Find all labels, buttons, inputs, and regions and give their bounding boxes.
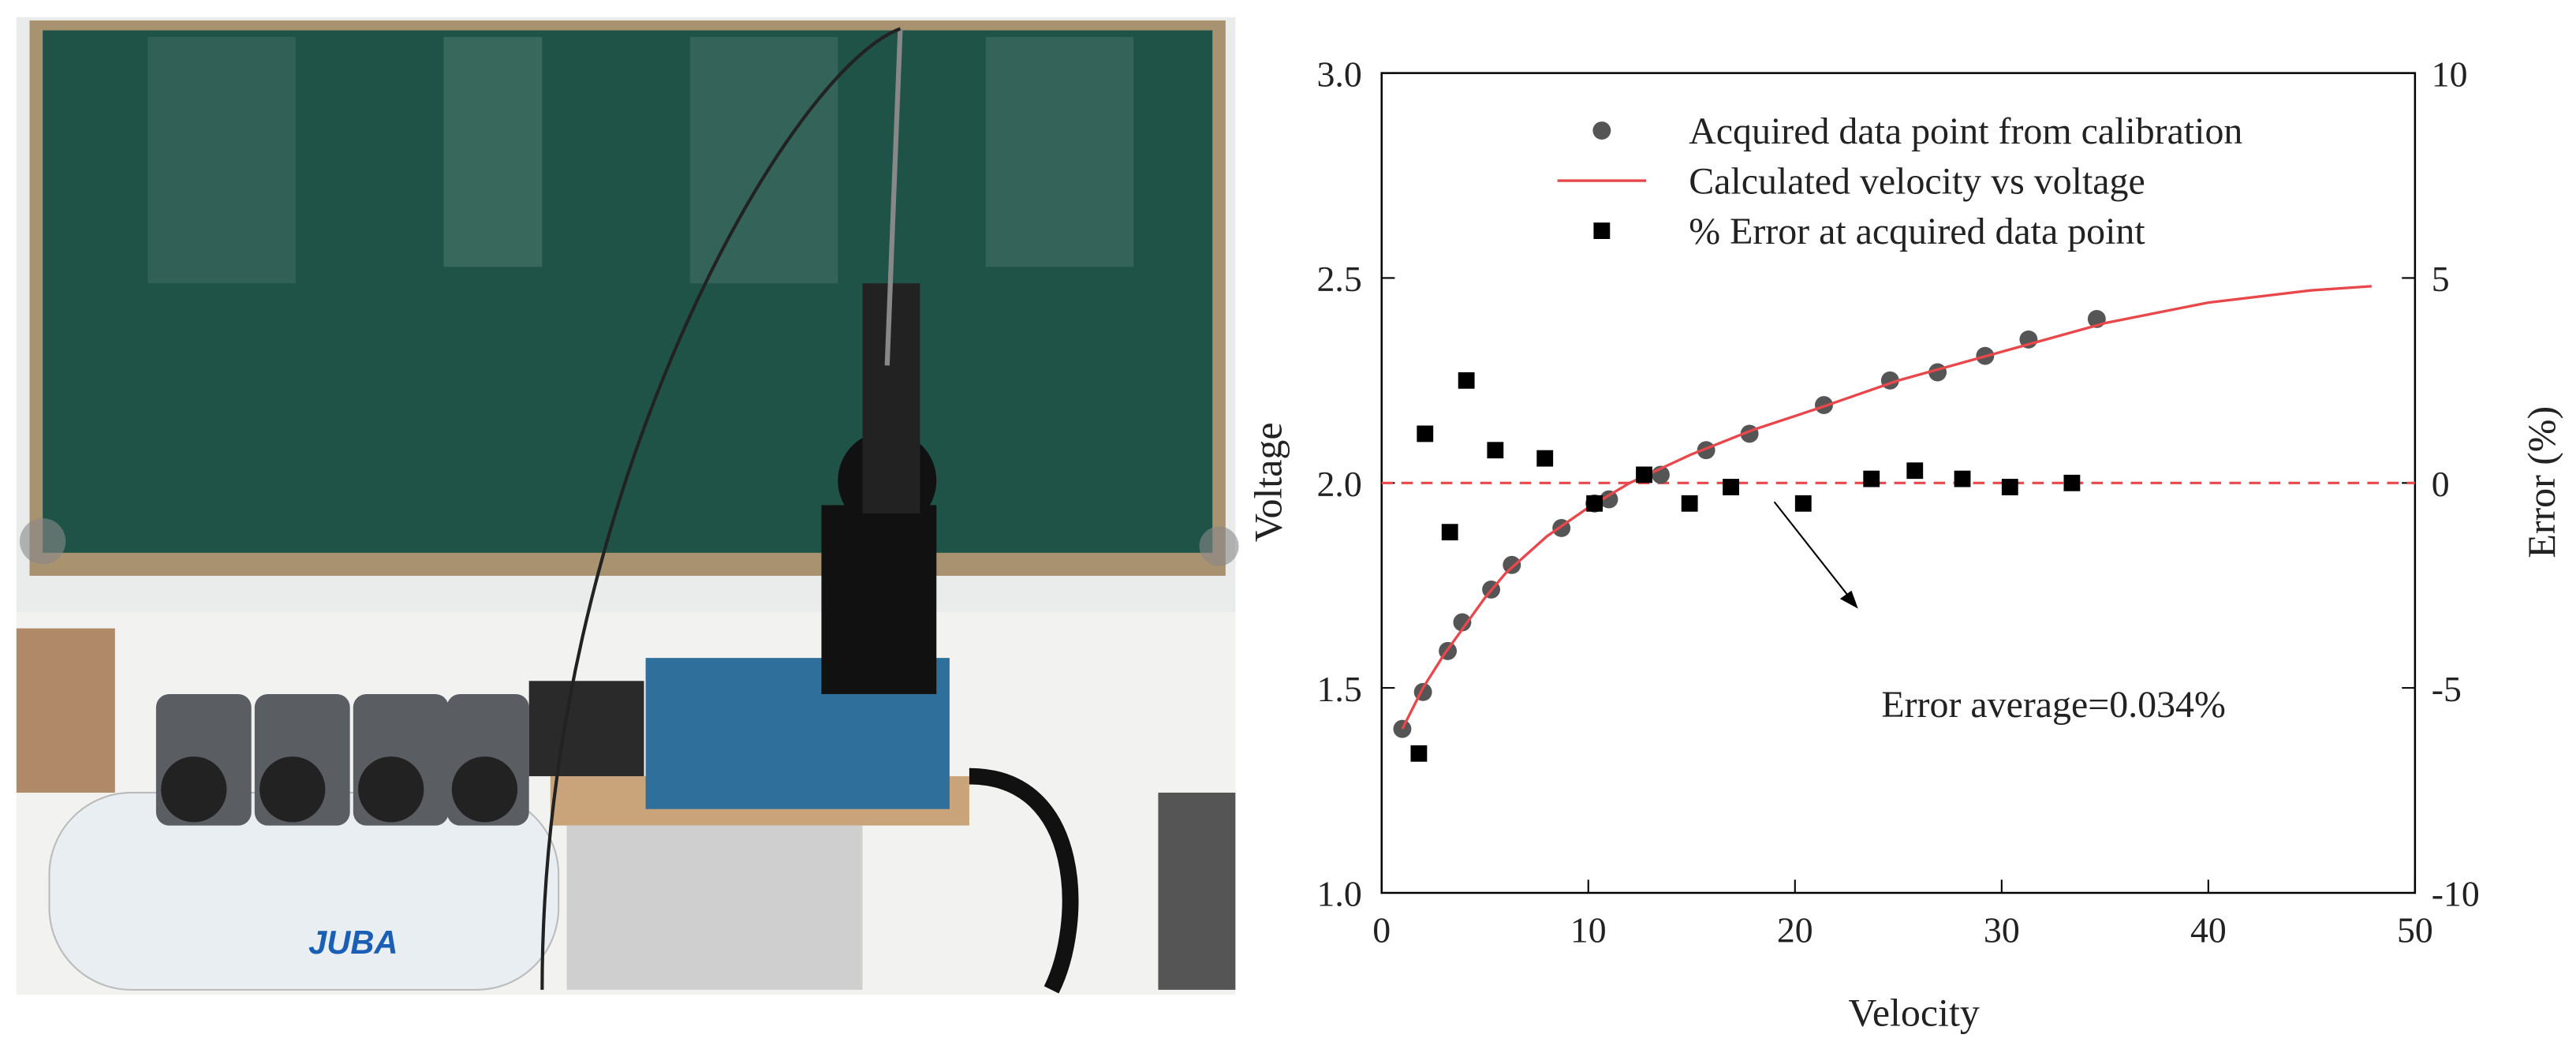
y2-tick-label: -5	[2432, 669, 2462, 709]
legend-swatch	[1592, 121, 1611, 140]
x-tick-label: 40	[2190, 909, 2227, 950]
y-tick-label: 2.0	[1316, 464, 1361, 504]
error-point	[1441, 524, 1458, 541]
y2-tick-label: -10	[2432, 874, 2480, 914]
error-point	[1863, 470, 1880, 487]
error-point	[2063, 474, 2081, 491]
box	[16, 628, 115, 793]
error-point	[1487, 442, 1504, 459]
hose	[969, 767, 1079, 994]
controller-box	[528, 681, 644, 777]
nav-arrow-left[interactable]	[19, 518, 66, 565]
data-point	[1393, 719, 1412, 738]
x-tick-label: 50	[2397, 909, 2433, 950]
brand-logo: JUBA	[308, 924, 398, 961]
error-point	[1636, 466, 1652, 484]
x-tick-label: 20	[1777, 909, 1813, 950]
legend-label: Calculated velocity vs voltage	[1689, 161, 2145, 203]
reflection	[443, 36, 543, 267]
y2-tick-label: 5	[2432, 259, 2450, 299]
cable	[540, 27, 902, 990]
data-point	[1453, 613, 1472, 632]
error-point	[1586, 495, 1603, 512]
cabinet	[1158, 792, 1236, 990]
table-frame	[566, 825, 863, 990]
error-point	[2001, 479, 2018, 495]
x-tick-label: 30	[1984, 909, 2020, 950]
fit-line	[1401, 285, 2372, 730]
error-point	[1458, 372, 1475, 389]
x-tick-label: 10	[1570, 909, 1607, 950]
legend-label: Acquired data point from calibration	[1689, 110, 2242, 152]
nav-arrow-right[interactable]	[1199, 526, 1239, 566]
legend-label: % Error at acquired data point	[1689, 211, 2145, 252]
y-tick-label: 1.5	[1316, 669, 1361, 709]
arrow-head	[1839, 590, 1858, 609]
y-tick-label: 2.5	[1316, 259, 1361, 299]
error-point	[1794, 495, 1812, 512]
motor-fans	[161, 756, 518, 823]
reflection	[689, 36, 838, 284]
error-point	[1410, 745, 1428, 762]
reflection	[147, 36, 296, 284]
y2-tick-label: 0	[2432, 464, 2450, 504]
reflection	[985, 36, 1134, 267]
y2-tick-label: 10	[2432, 54, 2468, 94]
annotation: Error average=0.034%	[1881, 684, 2226, 726]
error-point	[1954, 470, 1971, 487]
y-tick-label: 1.0	[1316, 874, 1361, 914]
chart: Velocity Voltage Error (%) Error average…	[1246, 54, 2563, 1034]
x-tick-label: 0	[1372, 909, 1391, 950]
y-axis-label: Voltage	[1246, 422, 1290, 542]
error-point	[1417, 425, 1434, 442]
legend-swatch	[1593, 222, 1611, 239]
photo: JUBA	[16, 17, 1239, 995]
cylinder	[821, 505, 937, 694]
data-point	[1600, 490, 1618, 509]
annotation-arrow	[1773, 501, 1854, 603]
error-point	[1536, 450, 1554, 467]
error-point	[1906, 462, 1924, 480]
probe	[884, 28, 903, 366]
error-point	[1681, 495, 1698, 512]
y-tick-label: 3.0	[1316, 54, 1361, 94]
error-point	[1723, 479, 1739, 495]
y2-axis-label: Error (%)	[2519, 406, 2563, 558]
data-point	[1503, 555, 1521, 574]
x-axis-label: Velocity	[1848, 991, 1980, 1035]
